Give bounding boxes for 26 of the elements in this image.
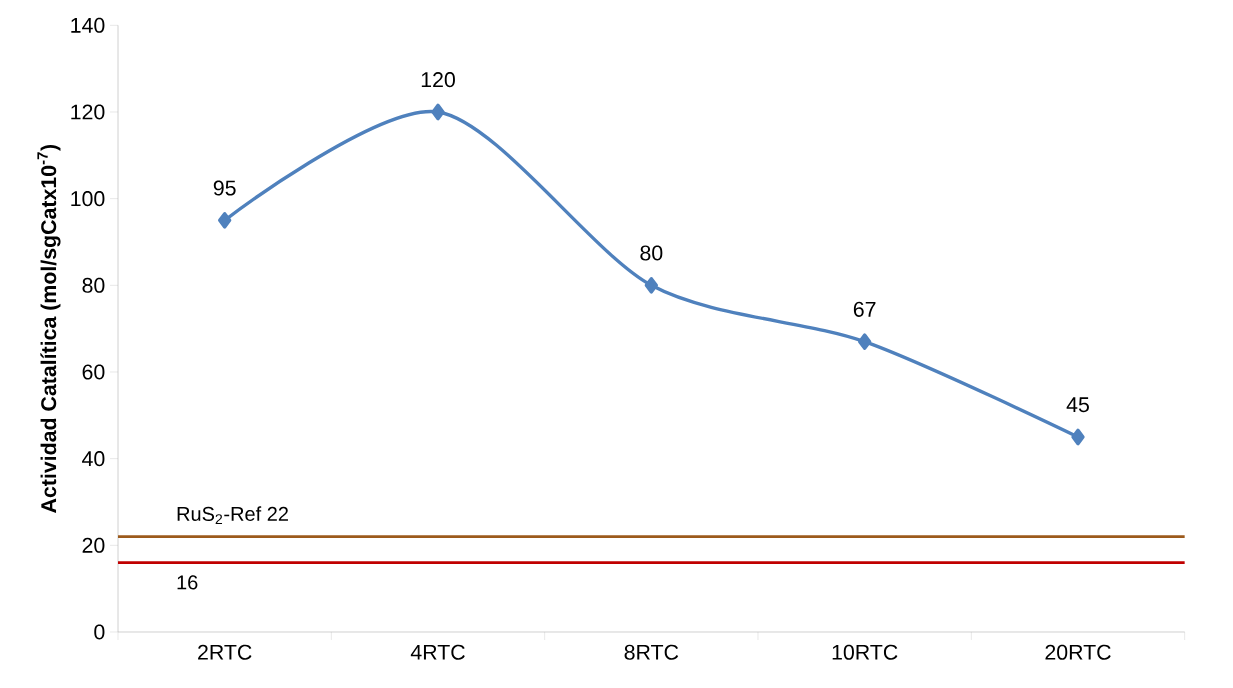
- data-label: 67: [853, 301, 876, 317]
- data-label: 95: [213, 180, 236, 196]
- y-tick-label: 140: [71, 17, 105, 33]
- y-tick-label: 100: [71, 191, 105, 207]
- data-label: 80: [640, 245, 663, 261]
- y-tick-label: 0: [94, 624, 105, 640]
- x-tick-label: 8RTC: [624, 644, 679, 660]
- point: [644, 276, 658, 294]
- data-label: 45: [1066, 397, 1089, 413]
- ref-line-label: RuS$_{2}$-Ref 22: [177, 506, 288, 524]
- y-tick-label: 20: [82, 537, 105, 553]
- x-tick-label: 2RTC: [198, 644, 252, 660]
- x-tick-label: 20RTC: [1045, 644, 1111, 660]
- x-tick-label: 10RTC: [832, 644, 898, 660]
- ref-line-label: 16: [177, 575, 198, 590]
- point: [1071, 428, 1085, 446]
- y-axis-title: Actividad Catalítica (mol/sgCatx10$^{-7}$): [37, 144, 61, 513]
- y-tick-label: 40: [82, 451, 105, 467]
- x-tick-label: 4RTC: [410, 644, 465, 660]
- y-tick-label: 80: [82, 277, 105, 293]
- point: [858, 333, 872, 350]
- point: [431, 103, 445, 121]
- y-tick-label: 60: [82, 364, 105, 380]
- y-tick-label: 120: [71, 104, 105, 120]
- point: [218, 211, 232, 229]
- data-label: 120: [421, 72, 455, 88]
